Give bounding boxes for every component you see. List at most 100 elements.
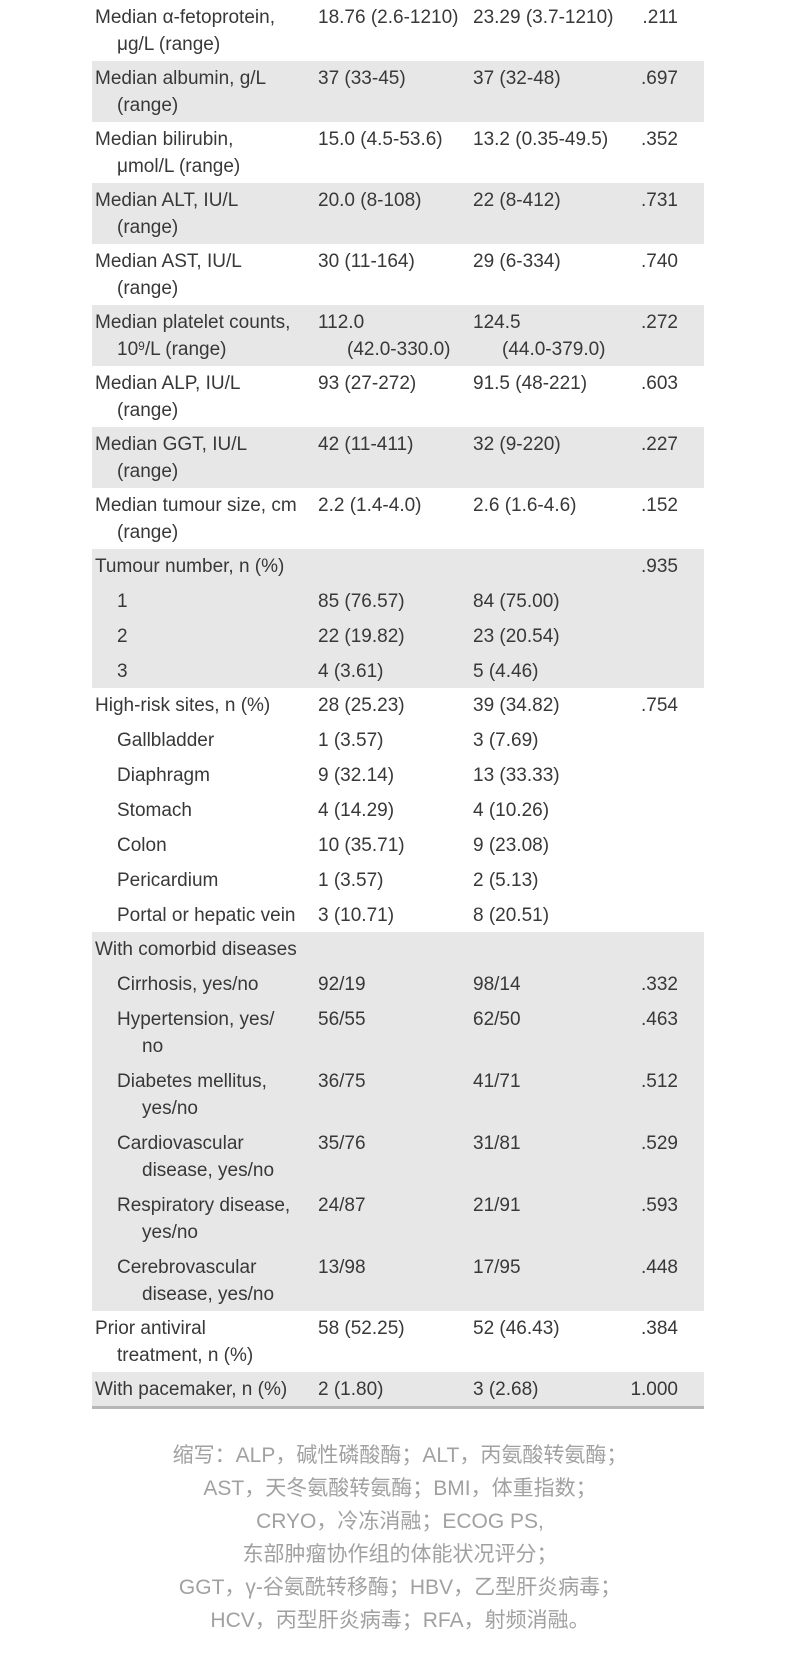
value-group1: 4 (3.61) <box>318 661 384 682</box>
row-label: Median GGT, IU/L (range) <box>92 431 318 485</box>
value-group2: 32 (9-220) <box>473 434 561 455</box>
value-group2: 13 (33.33) <box>473 765 560 786</box>
p-value: 1.000 <box>630 1379 678 1400</box>
p-value <box>605 832 704 859</box>
p-value: .352 <box>641 129 678 150</box>
subrow-label: Cerebrovascular disease, yes/no <box>92 1254 318 1308</box>
value-line2: (44.0-379.0) <box>502 339 606 360</box>
row-label-line1: Median ALT, IU/L <box>95 190 239 211</box>
value-line1: 112.0 <box>318 312 365 333</box>
value-group2: 22 (8-412) <box>473 190 561 211</box>
subrow-label: 2 <box>117 626 128 647</box>
value-group1: 4 (14.29) <box>318 800 395 821</box>
p-value: .152 <box>641 495 678 516</box>
subrow-label-line1: Cardiovascular <box>117 1133 244 1154</box>
value-group2: 17/95 <box>473 1257 521 1278</box>
row-label: Median α-fetoprotein, μg/L (range) <box>92 4 318 58</box>
row-median-platelets: Median platelet counts, 109/L (range) 11… <box>92 305 704 366</box>
subrow-label: Pericardium <box>117 870 219 891</box>
p-value: .512 <box>641 1071 678 1092</box>
value-group1: 13/98 <box>318 1257 366 1278</box>
value-group1: 42 (11-411) <box>318 434 414 455</box>
row-label: Median AST, IU/L (range) <box>92 248 318 302</box>
subrow-tumour-number-1: 1 85 (76.57) 84 (75.00) <box>92 588 704 615</box>
p-value: .697 <box>641 68 678 89</box>
p-value: .731 <box>641 190 678 211</box>
p-value <box>605 867 704 894</box>
p-value <box>605 658 704 685</box>
row-label: Median ALT, IU/L (range) <box>92 187 318 241</box>
row-label-line2: μmol/L (range) <box>117 156 241 177</box>
group-header: With comorbid diseases <box>95 939 297 960</box>
row-label-line1: Median platelet counts, <box>95 312 291 333</box>
row-label-line2: (range) <box>117 461 179 482</box>
subrow-label-line2: disease, yes/no <box>142 1160 275 1181</box>
value-group2: 13.2 (0.35-49.5) <box>473 129 609 150</box>
footnote-line: 缩写：ALP，碱性磷酸酶；ALT，丙氨酸转氨酶； <box>172 1444 628 1467</box>
value-group1 <box>318 936 473 963</box>
value-group2: 8 (20.51) <box>473 905 550 926</box>
value-group1: 85 (76.57) <box>318 591 405 612</box>
value-group1: 30 (11-164) <box>318 251 415 272</box>
p-value <box>605 797 704 824</box>
value-line1: 124.5 <box>473 312 521 333</box>
value-group2: 23.29 (3.7-1210) <box>473 7 614 28</box>
value-group2: 124.5 (44.0-379.0) <box>473 309 606 363</box>
subrow-tumour-number-3: 3 4 (3.61) 5 (4.46) <box>92 658 704 685</box>
subrow-cirrhosis: Cirrhosis, yes/no 92/19 98/14 .332 <box>92 971 704 998</box>
value-group2: 31/81 <box>473 1133 521 1154</box>
subrow-label-line1: Cerebrovascular <box>117 1257 257 1278</box>
value-group2: 98/14 <box>473 974 521 995</box>
group-high-risk-sites: High-risk sites, n (%) 28 (25.23) 39 (34… <box>92 688 704 932</box>
subrow-label: Cardiovascular disease, yes/no <box>92 1130 318 1184</box>
row-label: With pacemaker, n (%) <box>95 1379 288 1400</box>
row-label-line1: Median GGT, IU/L <box>95 434 248 455</box>
p-value: .740 <box>641 251 678 272</box>
group-header: Tumour number, n (%) <box>95 556 285 577</box>
subrow-stomach: Stomach 4 (14.29) 4 (10.26) <box>92 797 704 824</box>
row-median-ast: Median AST, IU/L (range) 30 (11-164) 29 … <box>92 244 704 305</box>
row-label: Median albumin, g/L (range) <box>92 65 318 119</box>
p-value: .754 <box>641 695 678 716</box>
p-value: .384 <box>641 1318 678 1339</box>
value-group2: 21/91 <box>473 1195 521 1216</box>
subrow-respiratory: Respiratory disease, yes/no 24/87 21/91 … <box>92 1192 704 1246</box>
value-group2: 3 (2.68) <box>473 1379 539 1400</box>
footnote-line: HCV，丙型肝炎病毒；RFA，射频消融。 <box>210 1609 590 1632</box>
row-label-line2: μg/L (range) <box>117 34 221 55</box>
platelet-unit-exponent: 9 <box>138 338 145 353</box>
value-group1: 112.0 (42.0-330.0) <box>318 309 473 363</box>
row-label: Median bilirubin, μmol/L (range) <box>92 126 318 180</box>
subrow-label-line1: Hypertension, yes/ <box>117 1009 275 1030</box>
row-prior-antiviral: Prior antiviral treatment, n (%) 58 (52.… <box>92 1311 704 1372</box>
row-pacemaker: With pacemaker, n (%) 2 (1.80) 3 (2.68) … <box>92 1372 704 1406</box>
subrow-diaphragm: Diaphragm 9 (32.14) 13 (33.33) <box>92 762 704 789</box>
footnote-line: AST，天冬氨酸转氨酶；BMI，体重指数； <box>203 1477 597 1500</box>
subrow-cerebrovascular: Cerebrovascular disease, yes/no 13/98 17… <box>92 1254 704 1308</box>
subrow-hypertension: Hypertension, yes/ no 56/55 62/50 .463 <box>92 1006 704 1060</box>
subrow-label: Cirrhosis, yes/no <box>92 971 318 998</box>
row-label-line1: Median bilirubin, <box>95 129 234 150</box>
p-value: .463 <box>641 1009 678 1030</box>
row-label-line2: (range) <box>117 400 179 421</box>
subrow-label: Diabetes mellitus, yes/no <box>92 1068 318 1122</box>
row-label: Median tumour size, cm (range) <box>92 492 318 546</box>
abbreviations-footnote: 缩写：ALP，碱性磷酸酶；ALT，丙氨酸转氨酶； AST，天冬氨酸转氨酶；BMI… <box>0 1439 800 1637</box>
subrow-label-line1: Cirrhosis, yes/no <box>117 974 259 995</box>
subrow-gallbladder: Gallbladder 1 (3.57) 3 (7.69) <box>92 727 704 754</box>
subrow-label: Hypertension, yes/ no <box>92 1006 318 1060</box>
subrow-label: Gallbladder <box>117 730 215 751</box>
value-group2: 91.5 (48-221) <box>473 373 588 394</box>
value-group1: 93 (27-272) <box>318 373 417 394</box>
p-value <box>605 902 704 929</box>
row-label-line2: (range) <box>117 522 179 543</box>
value-group2: 3 (7.69) <box>473 730 539 751</box>
row-label-line1: Median tumour size, cm <box>95 495 297 516</box>
subrow-label-line1: Diabetes mellitus, <box>117 1071 267 1092</box>
value-group1: 9 (32.14) <box>318 765 395 786</box>
platelet-unit-suffix: /L (range) <box>144 339 227 360</box>
subrow-label-line2: disease, yes/no <box>142 1284 275 1305</box>
subrow-label: Diaphragm <box>117 765 210 786</box>
row-label-line2: (range) <box>117 217 179 238</box>
